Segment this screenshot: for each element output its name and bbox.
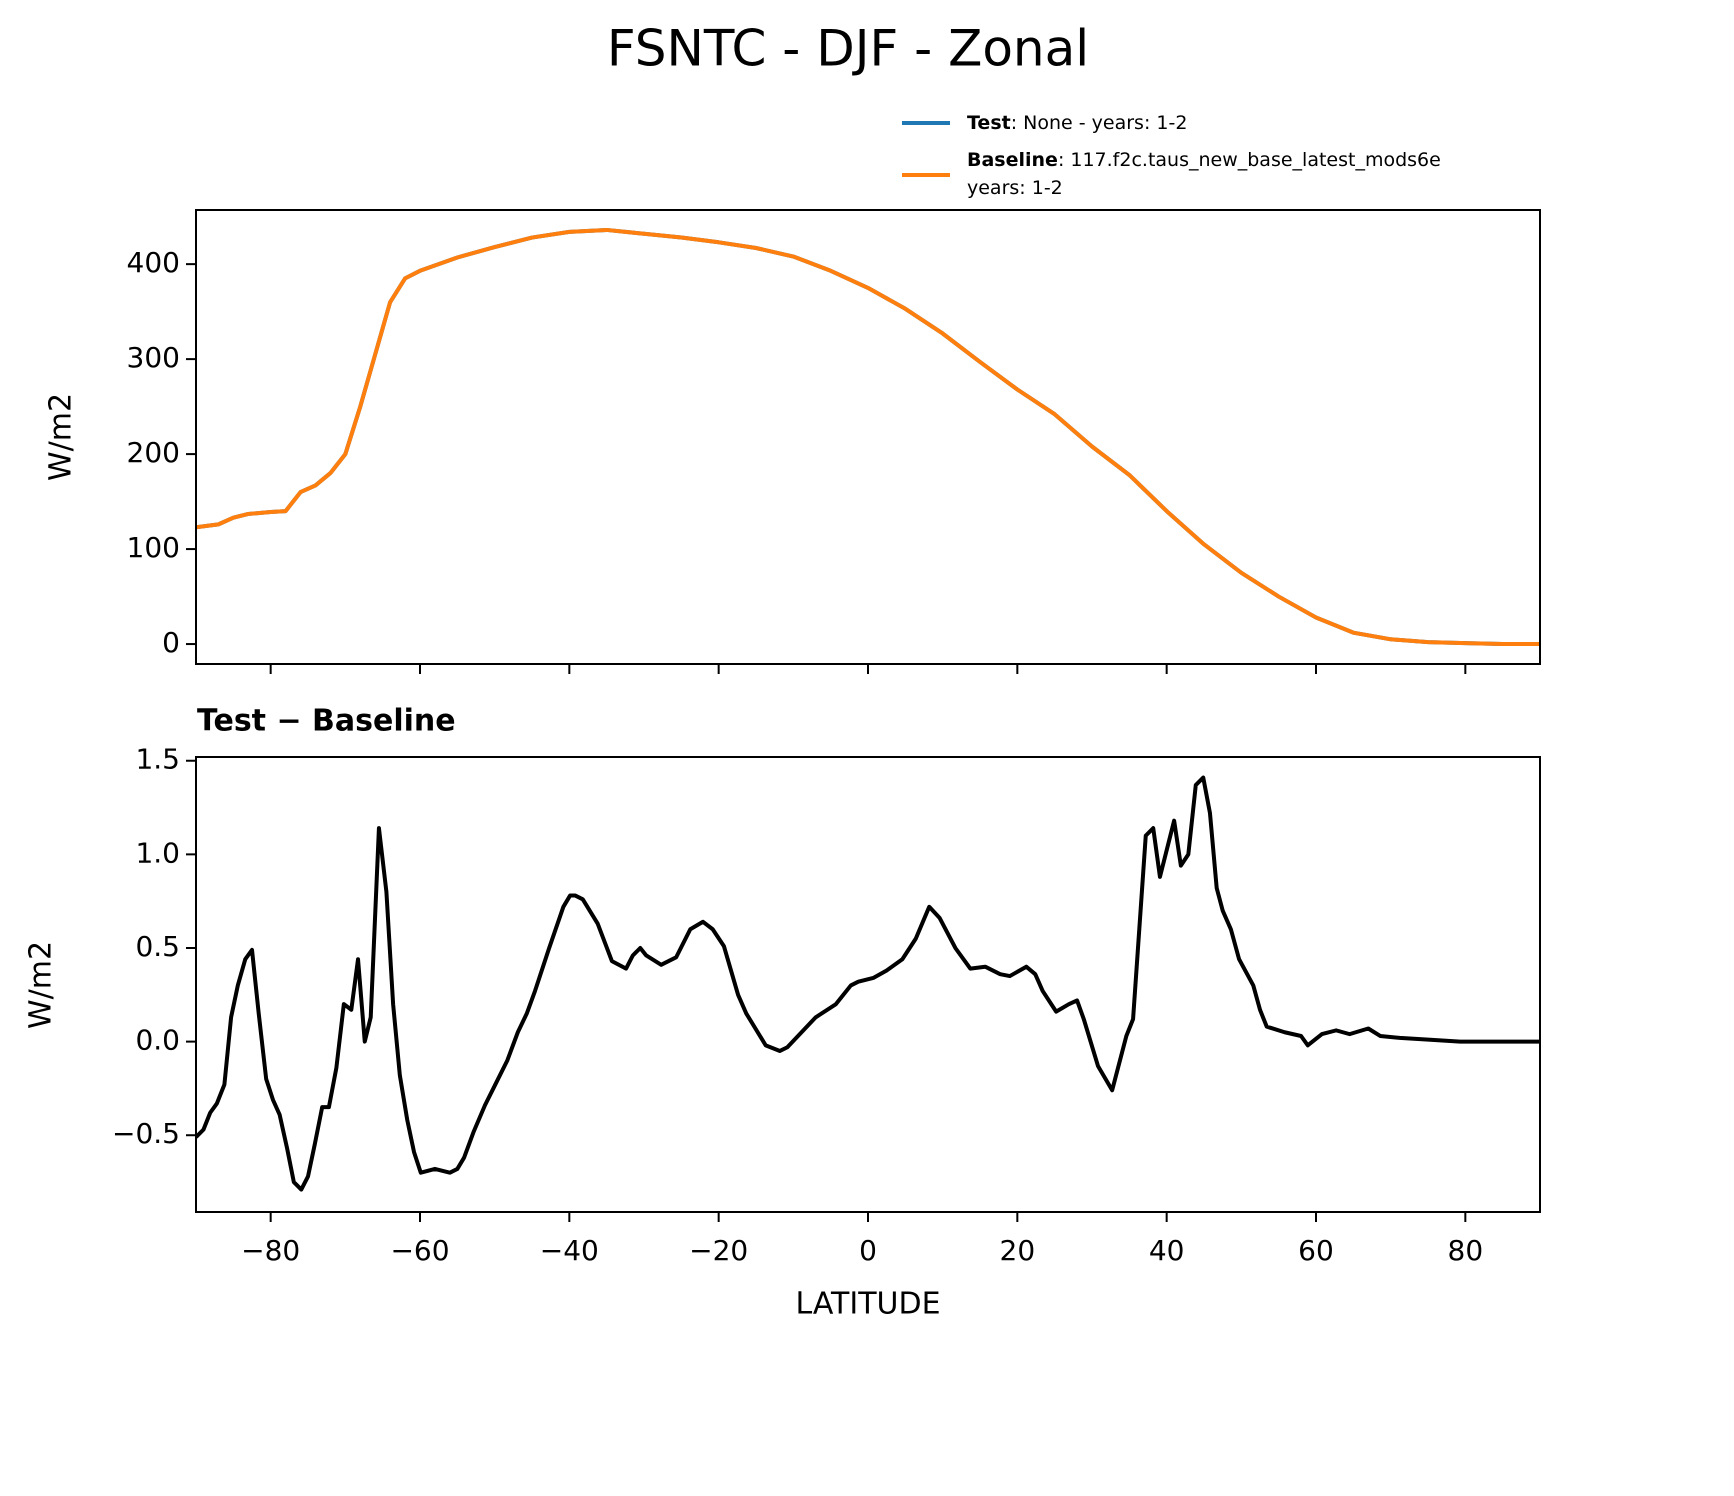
y-tick-label: 300	[127, 341, 180, 374]
axes-frame	[195, 756, 1541, 1213]
y-tick-label: 400	[127, 246, 180, 279]
y-tick-label: 0.5	[135, 930, 180, 963]
y-tick-label: 0.0	[135, 1024, 180, 1057]
y-tick-label: 200	[127, 436, 180, 469]
data-line	[196, 775, 1540, 1192]
panel-title: Test − Baseline	[197, 704, 456, 739]
legend-label: Test: None - years: 1-2	[967, 112, 1187, 134]
figure-title: FSNTC - DJF - Zonal	[607, 20, 1089, 78]
y-tick-label: 1.0	[135, 836, 180, 869]
y-axis-label: W/m2	[24, 941, 59, 1029]
x-axis-label: LATITUDE	[795, 1287, 940, 1322]
x-tick-label: −60	[390, 1234, 449, 1267]
legend-detail: : 117.f2c.taus_new_base_latest_mods6e	[1058, 149, 1441, 171]
x-tick-label: −20	[689, 1234, 748, 1267]
data-line	[196, 227, 1540, 647]
x-tick-label: 20	[1000, 1234, 1036, 1267]
x-tick-label: −40	[540, 1234, 599, 1267]
y-tick-label: 1.5	[135, 743, 180, 776]
x-tick-label: 0	[859, 1234, 877, 1267]
y-tick-label: 100	[127, 531, 180, 564]
legend-detail: : None - years: 1-2	[1011, 112, 1188, 134]
legend-detail: years: 1-2	[967, 177, 1063, 199]
x-tick-label: 40	[1149, 1234, 1185, 1267]
x-tick-label: −80	[241, 1234, 300, 1267]
y-axis-label: W/m2	[44, 393, 79, 481]
axes-frame	[195, 209, 1541, 665]
x-tick-label: 80	[1448, 1234, 1484, 1267]
y-tick-label: 0	[162, 626, 180, 659]
legend-name: Test	[967, 112, 1011, 134]
y-tick-label: −0.5	[112, 1117, 180, 1150]
legend-label: Baseline: 117.f2c.taus_new_base_latest_m…	[967, 149, 1441, 199]
x-tick-label: 60	[1298, 1234, 1334, 1267]
legend-name: Baseline	[967, 149, 1058, 171]
